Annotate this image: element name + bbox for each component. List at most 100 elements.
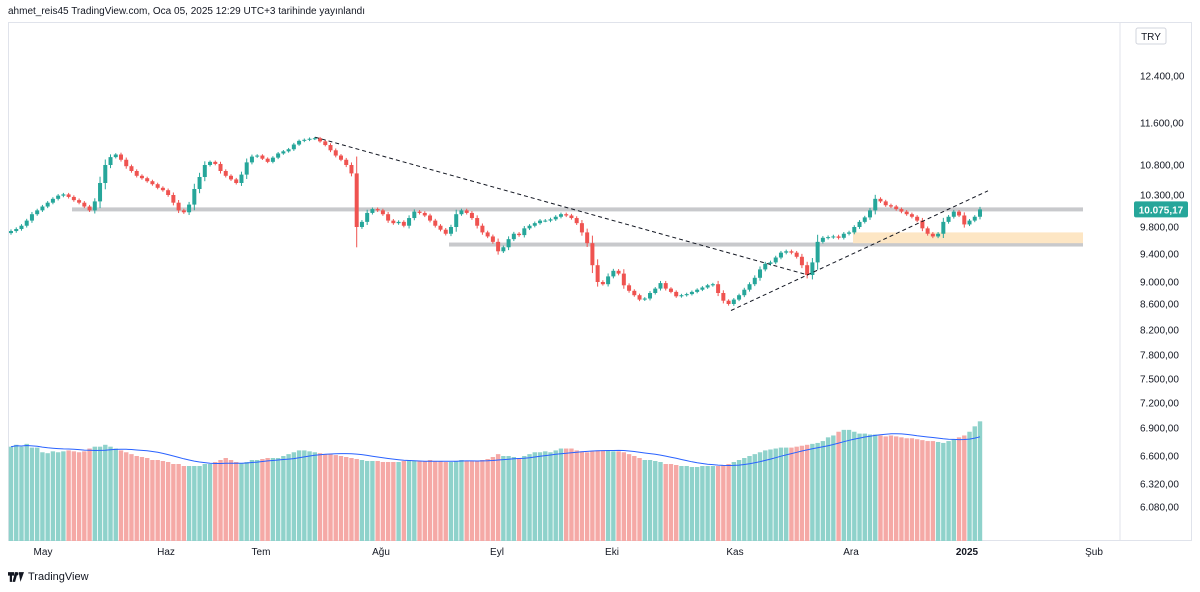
candle-body	[836, 236, 841, 238]
volume-bar	[129, 454, 134, 541]
candle-body	[737, 295, 742, 300]
time-tick-label: Eki	[605, 547, 619, 558]
volume-bar	[485, 459, 490, 541]
volume-bar	[841, 429, 847, 541]
candle-body	[731, 299, 736, 304]
candle-body	[951, 211, 956, 217]
volume-bar	[454, 461, 459, 541]
candle-body	[118, 154, 123, 160]
candle-body	[642, 298, 647, 300]
volume-bar	[595, 450, 600, 541]
volume-bar	[260, 459, 265, 541]
volume-bar	[616, 451, 621, 541]
volume-bar	[752, 454, 757, 541]
price-tick-label: 10.300,00	[1140, 191, 1185, 202]
candle-body	[270, 157, 275, 162]
volume-bar	[474, 461, 480, 541]
volume-bar	[815, 442, 820, 541]
volume-bar	[307, 451, 312, 541]
volume-bar	[778, 447, 784, 541]
candle-body	[396, 221, 401, 224]
time-tick-label: 2025	[956, 547, 979, 558]
volume-bar	[888, 435, 894, 541]
candle-body	[653, 288, 658, 293]
candle-body	[166, 190, 171, 195]
volume-bar	[558, 448, 564, 541]
volume-bar	[234, 462, 239, 541]
candle-body	[19, 225, 24, 230]
candle-body	[705, 285, 710, 288]
volume-bar	[647, 460, 653, 541]
volume-bar	[469, 461, 475, 541]
volume-bar	[632, 456, 637, 541]
downtrend-line[interactable]	[314, 136, 809, 276]
candle-body	[438, 225, 443, 230]
candle-body	[962, 215, 967, 225]
candle-body	[752, 277, 757, 285]
currency-badge[interactable]	[1135, 27, 1167, 45]
volume-bar	[904, 438, 909, 541]
price-axis[interactable]: TRY 12.400,00 11.600,00 10.800,00 10.300,00 9…	[1119, 22, 1188, 541]
volume-bar	[480, 460, 485, 541]
volume-bar	[548, 452, 553, 541]
candle-body	[668, 288, 673, 292]
candle-body	[29, 214, 34, 221]
volume-bar	[375, 461, 380, 541]
volume-bar	[742, 458, 747, 541]
candle-body	[558, 214, 563, 217]
candle-body	[328, 145, 333, 151]
price-tick-label: 12.400,00	[1140, 72, 1185, 83]
candle-body	[496, 241, 501, 252]
candle-body	[868, 210, 873, 218]
candle-body	[695, 289, 700, 292]
volume-bar	[653, 461, 658, 541]
candle-body	[66, 194, 71, 197]
candle-body	[658, 283, 663, 289]
candle-body	[50, 198, 55, 203]
candle-body	[428, 215, 433, 221]
candle-body	[632, 290, 637, 296]
price-tick-label: 9.800,00	[1140, 223, 1179, 234]
volume-bar	[689, 467, 695, 541]
volume-bar	[726, 464, 731, 541]
candle-body	[9, 231, 13, 234]
horizontal-level-line[interactable]	[72, 207, 1083, 212]
candle-body	[92, 201, 97, 211]
volume-bar	[820, 441, 826, 541]
volume-bar	[873, 434, 878, 541]
support-resistance-layer	[72, 207, 1083, 247]
candle-body	[255, 155, 260, 157]
candle-body	[213, 161, 218, 164]
volume-bar	[459, 460, 464, 541]
volume-bar	[87, 448, 92, 541]
candle-body	[459, 210, 464, 215]
volume-bar	[160, 461, 166, 541]
volume-bar	[427, 460, 433, 541]
volume-bar	[443, 462, 448, 541]
volume-bar	[731, 462, 737, 541]
volume-bar	[846, 429, 852, 541]
volume-bar	[417, 461, 422, 541]
time-tick-label: May	[34, 547, 53, 558]
demand-zone[interactable]	[853, 232, 1083, 244]
volume-bar	[935, 442, 941, 541]
time-tick-label: Kas	[726, 547, 743, 558]
volume-bar	[165, 462, 171, 541]
volume-bar	[317, 453, 323, 541]
volume-bar	[878, 435, 883, 541]
candle-body	[307, 138, 312, 140]
horizontal-level-line[interactable]	[449, 242, 1083, 247]
candle-body	[742, 289, 747, 296]
volume-bar	[97, 446, 103, 541]
candle-body	[386, 214, 391, 221]
time-tick-label: Eyl	[490, 547, 504, 558]
candle-body	[548, 219, 553, 221]
time-axis[interactable]: May Haz Tem Ağu Eyl Eki Kas Ara 2025 Şub	[34, 547, 1104, 558]
candle-body	[56, 195, 61, 199]
volume-bar	[296, 450, 302, 541]
volume-bar	[684, 466, 689, 541]
uptrend-line[interactable]	[730, 190, 989, 311]
candle-body	[134, 171, 139, 176]
candle-body	[469, 212, 474, 219]
